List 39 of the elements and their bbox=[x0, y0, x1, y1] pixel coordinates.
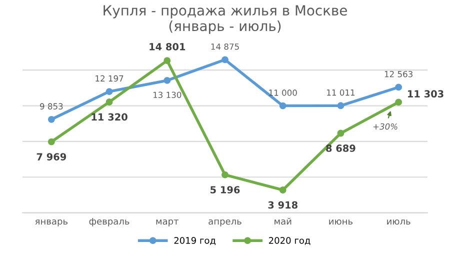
x-tick-label: январь bbox=[35, 219, 68, 226]
x-tick-label: февраль bbox=[89, 218, 130, 226]
data-label: 7 969 bbox=[36, 153, 66, 160]
x-tick-label: май bbox=[274, 218, 292, 225]
point bbox=[164, 76, 171, 84]
data-label: 11 303 bbox=[408, 90, 444, 98]
point bbox=[106, 98, 113, 106]
point bbox=[337, 130, 344, 137]
data-label: 11 320 bbox=[92, 113, 128, 121]
point bbox=[48, 116, 55, 123]
chart-title: Купля - продажа жилья в Москве (январь - июль) bbox=[104, 5, 347, 34]
point bbox=[279, 186, 286, 194]
point bbox=[106, 88, 113, 96]
point bbox=[279, 102, 286, 110]
x-tick-label: июль bbox=[387, 219, 410, 225]
legend-label: 2019 год bbox=[174, 237, 216, 245]
data-label: 5 196 bbox=[210, 186, 240, 194]
data-label: 11 011 bbox=[327, 89, 355, 96]
point bbox=[222, 171, 228, 178]
data-label: 14 801 bbox=[150, 43, 186, 50]
data-label: 12 197 bbox=[96, 75, 124, 82]
data-label: 14 875 bbox=[211, 43, 239, 50]
x-tick-label: март bbox=[156, 219, 179, 226]
data-label: 13 130 bbox=[153, 92, 182, 98]
point bbox=[395, 98, 402, 106]
x-tick-label: апрель bbox=[208, 219, 242, 226]
point bbox=[222, 56, 228, 64]
data-label: 3 918 bbox=[268, 201, 298, 209]
data-label: 9 853 bbox=[40, 103, 63, 110]
point bbox=[337, 102, 344, 110]
point bbox=[164, 57, 171, 64]
data-label: 8 689 bbox=[326, 144, 356, 152]
annotation: +30% bbox=[373, 123, 398, 130]
data-label: 12 563 bbox=[384, 70, 412, 78]
x-tick-label: июнь bbox=[329, 219, 353, 225]
point bbox=[48, 138, 55, 146]
legend-label: 2020 год bbox=[268, 237, 310, 245]
point bbox=[395, 84, 402, 91]
data-label: 11 000 bbox=[269, 90, 297, 96]
